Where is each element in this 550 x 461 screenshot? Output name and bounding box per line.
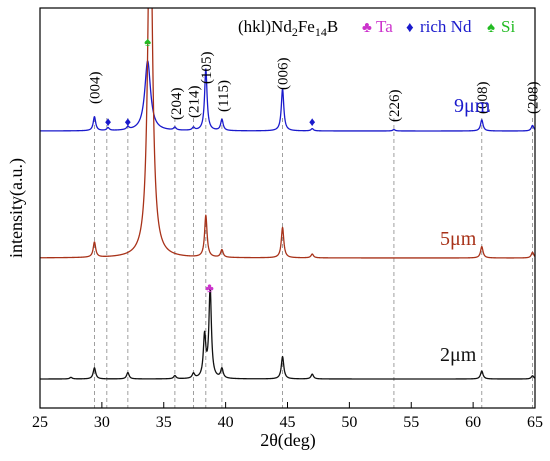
legend-ta-label: Ta [376,17,393,36]
hkl-label-004: (004) [87,72,103,105]
hkl-label-006: (006) [276,58,292,91]
hkl-label-105: (105) [199,52,215,85]
hkl-labels: (004) (204) (214)(105)(115) (006) (226) (008)… [87,52,541,123]
x-axis-title: 2θ(deg) [260,430,316,451]
legend-si-label: Si [501,17,515,36]
legend: (hkl)Nd2Fe14B ♣ Ta ♦ rich Nd ♠ Si [238,17,515,39]
x-tick-label-50: 50 [341,414,357,431]
x-tick-label-55: 55 [403,414,419,431]
series-labels: 9μm 5μm 2μm [440,95,491,366]
x-tick-label-25: 25 [32,414,48,431]
x-tick-label-40: 40 [218,414,234,431]
x-tick-label-35: 35 [156,414,172,431]
x-axis-ticks: 25 30 35 40 45 50 55 60 65 [32,402,543,431]
series-line-2-m [40,286,535,380]
series-line-9-m [40,60,535,132]
phase-markers: ♦ ♦ ♦ ♠ ♣ [105,34,316,295]
x-tick-label-45: 45 [280,414,296,431]
phase-marker-ta-4: ♣ [205,280,214,295]
phase-marker-rich-nd-1: ♦ [125,114,132,129]
phase-marker-rich-nd-2: ♦ [309,114,316,129]
legend-phase-label: (hkl)Nd2Fe14B [238,17,338,39]
hkl-label-214: (214) [186,86,202,119]
phase-marker-rich-nd-0: ♦ [105,114,112,129]
series-label-5-m: 5μm [440,228,477,250]
x-tick-label-30: 30 [94,414,110,431]
series-label-2-m: 2μm [440,344,477,366]
series-line-5-m [40,8,535,259]
legend-rich-nd-label: rich Nd [420,17,472,36]
hkl-label-008: (008) [475,82,491,115]
hkl-label-204: (204) [169,88,185,121]
legend-ta-icon: ♣ [362,20,372,36]
series-group [40,8,535,380]
hkl-label-115: (115) [216,80,232,112]
hkl-label-226: (226) [387,90,403,123]
x-tick-label-65: 65 [527,414,543,431]
legend-si-icon: ♠ [487,20,495,36]
phase-marker-si-3: ♠ [144,34,151,49]
legend-rich-nd-icon: ♦ [406,20,414,36]
y-axis-title: intensity(a.u.) [6,158,27,258]
series-label-9-m: 9μm [454,95,491,117]
hkl-label-208: (208) [526,82,542,115]
x-tick-label-60: 60 [465,414,481,431]
